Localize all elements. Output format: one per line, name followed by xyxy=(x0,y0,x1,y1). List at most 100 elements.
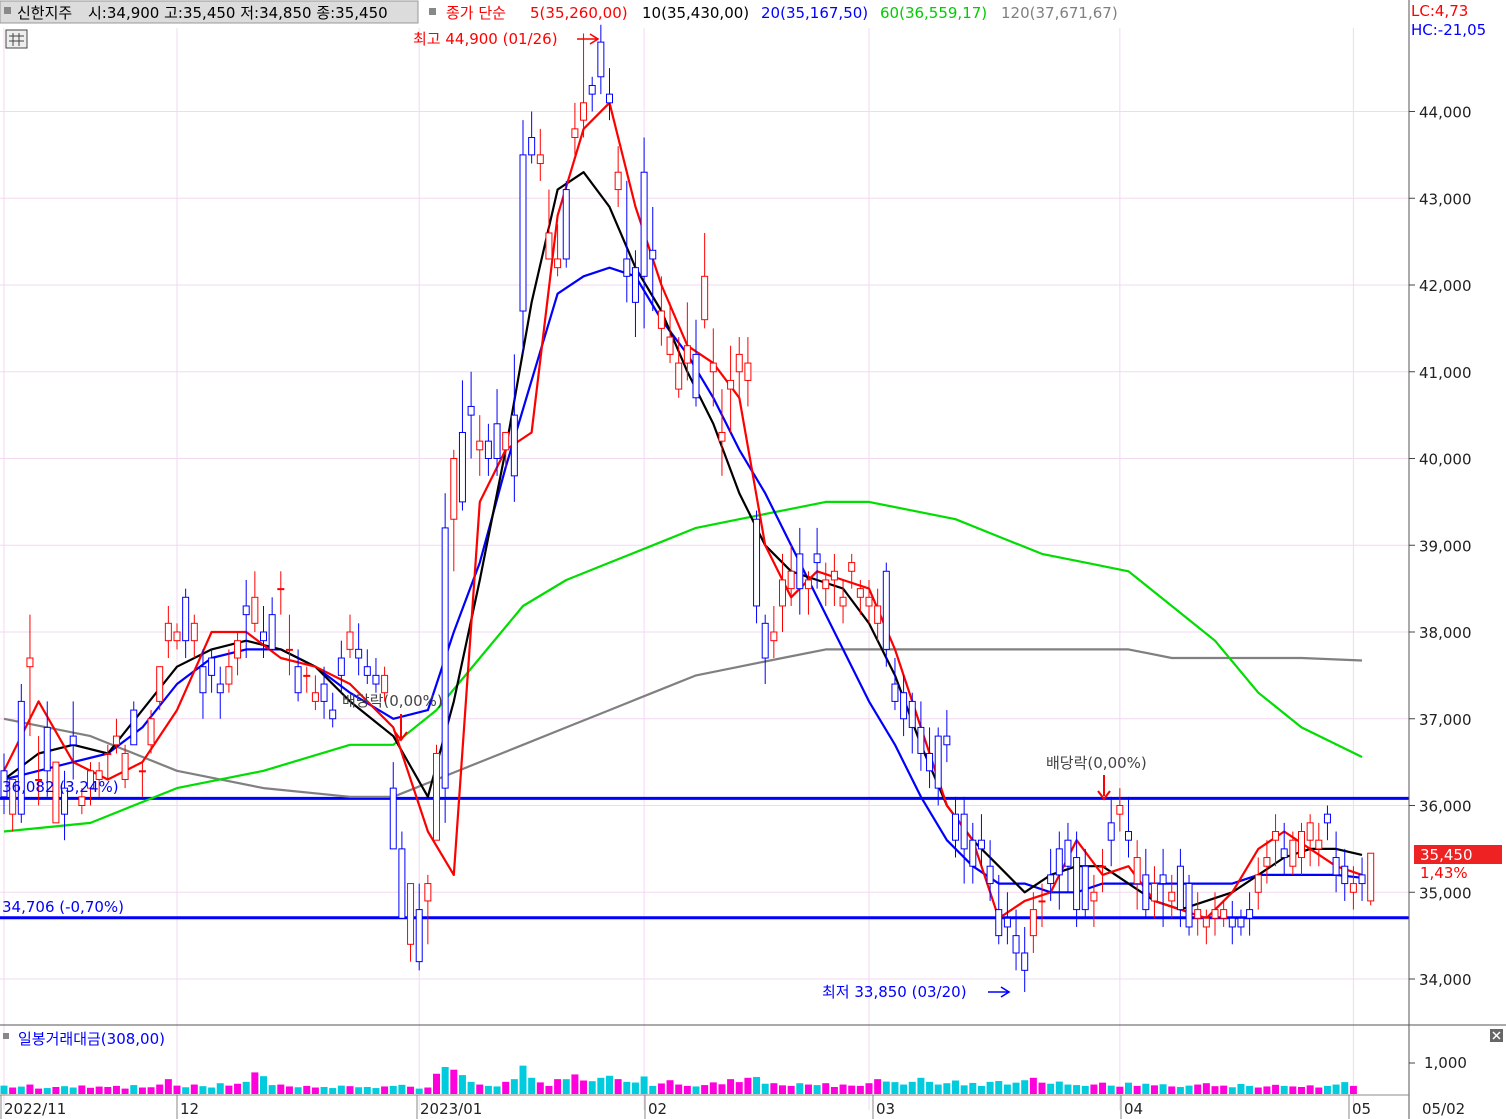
candle-body[interactable] xyxy=(277,588,285,591)
candle-body[interactable] xyxy=(346,631,354,650)
volume-bar[interactable] xyxy=(1341,1082,1349,1094)
volume-bar[interactable] xyxy=(502,1081,510,1094)
volume-bar[interactable] xyxy=(640,1076,648,1094)
candle-body[interactable] xyxy=(865,596,873,607)
volume-bar[interactable] xyxy=(839,1084,847,1094)
candle-body[interactable] xyxy=(1021,952,1029,971)
volume-bar[interactable] xyxy=(1003,1084,1011,1094)
ma10-legend[interactable]: 10(35,430,00) xyxy=(642,4,749,22)
candle-body[interactable] xyxy=(1090,891,1098,902)
volume-bars[interactable] xyxy=(0,1065,1357,1094)
candle-body[interactable] xyxy=(424,883,432,902)
volume-bar[interactable] xyxy=(865,1083,873,1094)
volume-bar[interactable] xyxy=(484,1085,492,1094)
volume-bar[interactable] xyxy=(1289,1086,1297,1094)
candle-body[interactable] xyxy=(571,128,579,139)
volume-bar[interactable] xyxy=(1185,1085,1193,1094)
volume-bar[interactable] xyxy=(528,1077,536,1094)
candle-body[interactable] xyxy=(519,154,527,312)
volume-bar[interactable] xyxy=(95,1086,103,1094)
volume-bar[interactable] xyxy=(260,1076,267,1094)
candle-body[interactable] xyxy=(1055,848,1063,876)
volume-bar[interactable] xyxy=(199,1086,207,1094)
volume-bar[interactable] xyxy=(493,1086,501,1094)
volume-bar[interactable] xyxy=(995,1081,1003,1094)
candle-body[interactable] xyxy=(709,362,717,373)
volume-bar[interactable] xyxy=(649,1085,657,1094)
volume-bar[interactable] xyxy=(1107,1085,1115,1094)
candle-body[interactable] xyxy=(0,770,8,798)
candle-body[interactable] xyxy=(208,657,216,676)
volume-bar[interactable] xyxy=(363,1086,371,1094)
volume-bar[interactable] xyxy=(1280,1085,1288,1094)
volume-bar[interactable] xyxy=(1168,1086,1176,1094)
volume-bar[interactable] xyxy=(683,1085,691,1094)
table-view-icon[interactable] xyxy=(5,29,28,49)
candle-body[interactable] xyxy=(822,579,830,590)
volume-bar[interactable] xyxy=(562,1079,570,1094)
volume-bar[interactable] xyxy=(822,1083,830,1094)
candle-body[interactable] xyxy=(216,683,224,694)
candle-body[interactable] xyxy=(856,588,864,598)
volume-bar[interactable] xyxy=(26,1084,34,1094)
candle-body[interactable] xyxy=(493,423,501,459)
candle-body[interactable] xyxy=(891,683,899,702)
candle-body[interactable] xyxy=(986,865,994,885)
volume-bar[interactable] xyxy=(1116,1086,1124,1094)
volume-bar[interactable] xyxy=(234,1083,242,1094)
volume-bar[interactable] xyxy=(1306,1085,1314,1094)
volume-bar[interactable] xyxy=(856,1085,864,1094)
candle-body[interactable] xyxy=(303,674,311,677)
volume-bar[interactable] xyxy=(536,1082,544,1094)
candle-body[interactable] xyxy=(1263,857,1271,867)
candle-body[interactable] xyxy=(631,267,639,303)
volume-bar[interactable] xyxy=(709,1082,717,1094)
volume-bar[interactable] xyxy=(614,1079,622,1094)
candle-body[interactable] xyxy=(112,735,120,746)
candle-body[interactable] xyxy=(458,431,466,503)
volume-bar[interactable] xyxy=(355,1087,363,1094)
candle-body[interactable] xyxy=(225,666,233,685)
volume-bar[interactable] xyxy=(891,1082,899,1094)
candle-body[interactable] xyxy=(1038,900,1046,903)
volume-bar[interactable] xyxy=(761,1083,769,1094)
volume-bar[interactable] xyxy=(1021,1080,1029,1094)
volume-bar[interactable] xyxy=(87,1087,94,1094)
volume-bar[interactable] xyxy=(311,1087,319,1094)
volume-bar[interactable] xyxy=(900,1084,908,1094)
candle-body[interactable] xyxy=(199,666,207,694)
volume-bar[interactable] xyxy=(268,1085,276,1094)
volume-bar[interactable] xyxy=(329,1088,337,1094)
candle-body[interactable] xyxy=(242,605,250,616)
candle-body[interactable] xyxy=(804,579,812,590)
candle-body[interactable] xyxy=(1315,839,1323,850)
volume-bar[interactable] xyxy=(1133,1085,1141,1094)
candle-body[interactable] xyxy=(623,258,631,277)
candle-body[interactable] xyxy=(839,596,847,607)
volume-bar[interactable] xyxy=(1081,1085,1089,1094)
volume-bar[interactable] xyxy=(1099,1082,1107,1094)
candle-body[interactable] xyxy=(545,232,553,260)
candle-body[interactable] xyxy=(95,770,103,780)
candle-body[interactable] xyxy=(1064,839,1072,867)
volume-bar[interactable] xyxy=(779,1085,786,1094)
volume-bar[interactable] xyxy=(61,1086,69,1094)
candle-body[interactable] xyxy=(588,84,596,95)
candle-body[interactable] xyxy=(744,362,752,381)
candle-body[interactable] xyxy=(1228,917,1236,928)
candle-body[interactable] xyxy=(770,631,778,642)
candle-body[interactable] xyxy=(926,752,934,772)
candle-body[interactable] xyxy=(1012,935,1020,954)
volume-bar[interactable] xyxy=(389,1085,397,1094)
candle-body[interactable] xyxy=(1185,883,1193,928)
candle-body[interactable] xyxy=(1298,831,1305,859)
candle-body[interactable] xyxy=(502,431,510,451)
candle-body[interactable] xyxy=(173,631,181,642)
candle-body[interactable] xyxy=(874,605,882,624)
volume-bar[interactable] xyxy=(571,1074,579,1094)
volume-bar[interactable] xyxy=(458,1075,466,1094)
candle-body[interactable] xyxy=(1254,874,1262,893)
candle-body[interactable] xyxy=(17,700,25,815)
volume-bar[interactable] xyxy=(277,1084,285,1094)
